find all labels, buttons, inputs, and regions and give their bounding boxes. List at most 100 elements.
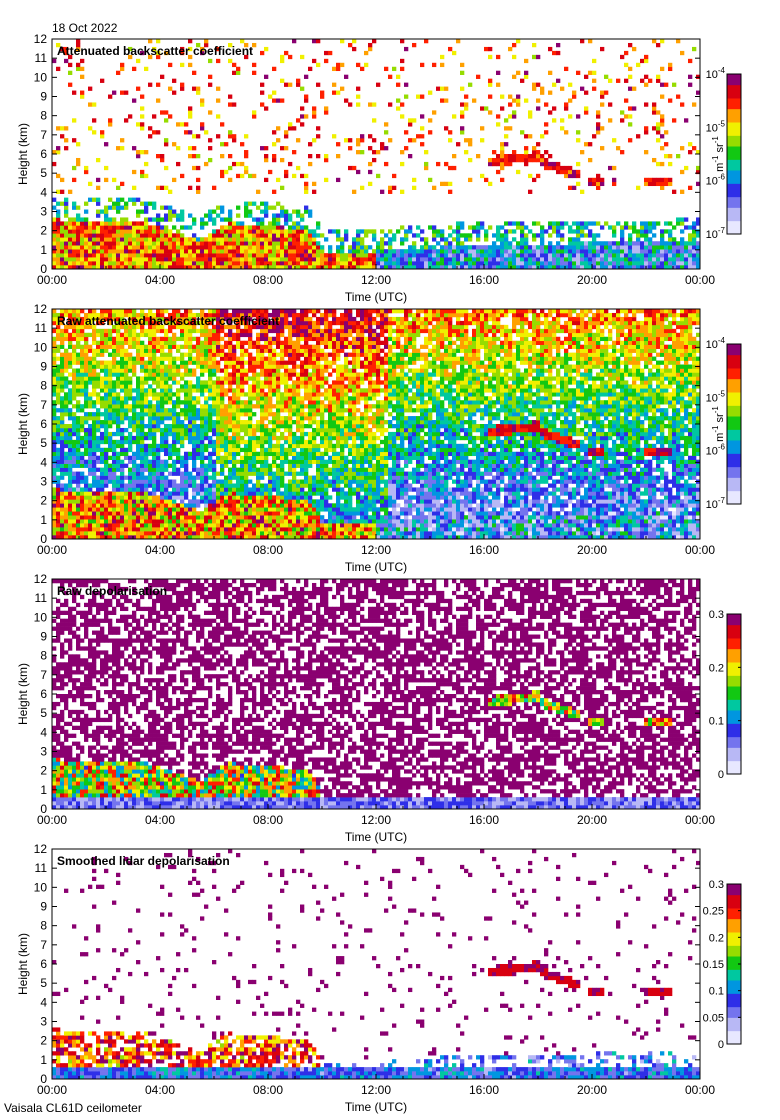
y-tick-label: 9 xyxy=(40,900,47,914)
colorbar-tick-label: 0.05 xyxy=(703,1012,724,1024)
y-tick-label: 5 xyxy=(40,166,47,180)
x-tick-label: 08:00 xyxy=(253,273,283,287)
heatmap-2 xyxy=(52,309,700,539)
colorbar-tick-label: 10-7 xyxy=(706,226,726,241)
x-tick-label: 04:00 xyxy=(145,273,175,287)
y-tick-label: 2 xyxy=(40,224,47,238)
y-tick-label: 2 xyxy=(40,764,47,778)
heatmap-3 xyxy=(52,579,700,809)
x-tick-label: 00:00 xyxy=(685,273,715,287)
y-axis-label: Height (km) xyxy=(16,933,30,995)
x-tick-label: 12:00 xyxy=(361,1083,391,1097)
x-tick-label: 08:00 xyxy=(253,813,283,827)
date-label: 18 Oct 2022 xyxy=(52,21,118,35)
y-tick-label: 11 xyxy=(35,861,48,875)
y-axis-label: Height (km) xyxy=(16,393,30,455)
colorbar-tick-label: 0 xyxy=(718,1039,724,1051)
heatmap-4 xyxy=(52,849,700,1079)
x-tick-label: 20:00 xyxy=(577,813,607,827)
heatmap-1 xyxy=(52,39,700,269)
y-tick-label: 12 xyxy=(34,302,48,316)
y-tick-label: 6 xyxy=(40,687,47,701)
x-tick-label: 00:00 xyxy=(685,543,715,557)
panel-title-4: Smoothed lidar depolarisation xyxy=(57,854,230,868)
x-tick-label: 00:00 xyxy=(37,273,67,287)
y-tick-label: 8 xyxy=(40,379,47,393)
colorbar-unit: m-1 sr-1 xyxy=(711,136,726,172)
y-tick-label: 6 xyxy=(40,957,47,971)
y-tick-label: 8 xyxy=(40,649,47,663)
colorbar-tick-label: 0.25 xyxy=(703,906,724,918)
y-tick-label: 4 xyxy=(40,455,47,469)
y-tick-label: 6 xyxy=(40,417,47,431)
colorbar-1 xyxy=(727,74,741,235)
colorbar-3 xyxy=(727,614,741,775)
panel-title-1: Attenuated backscatter coefficient xyxy=(57,44,253,58)
x-tick-label: 20:00 xyxy=(577,543,607,557)
x-tick-label: 16:00 xyxy=(469,273,499,287)
x-tick-label: 12:00 xyxy=(361,813,391,827)
y-tick-label: 10 xyxy=(34,880,48,894)
y-axis-label: Height (km) xyxy=(16,663,30,725)
y-tick-label: 4 xyxy=(40,995,47,1009)
colorbar-tick-label: 10-5 xyxy=(706,389,726,404)
y-tick-label: 11 xyxy=(35,591,48,605)
x-axis-label: Time (UTC) xyxy=(345,560,407,574)
y-tick-label: 6 xyxy=(40,147,47,161)
y-tick-label: 0 xyxy=(40,802,47,816)
x-tick-label: 20:00 xyxy=(577,273,607,287)
y-tick-label: 0 xyxy=(40,532,47,546)
x-tick-label: 00:00 xyxy=(37,543,67,557)
panel-title-3: Raw depolarisation xyxy=(57,584,167,598)
x-tick-label: 08:00 xyxy=(253,1083,283,1097)
y-tick-label: 4 xyxy=(40,185,47,199)
y-tick-label: 7 xyxy=(40,128,47,142)
colorbar-tick-label: 0 xyxy=(718,769,724,781)
y-axis-label: Height (km) xyxy=(16,123,30,185)
y-tick-label: 4 xyxy=(40,725,47,739)
colorbar-tick-label: 0.1 xyxy=(709,986,724,998)
x-axis-label: Time (UTC) xyxy=(345,1100,407,1114)
y-tick-label: 2 xyxy=(40,494,47,508)
y-tick-label: 7 xyxy=(40,398,47,412)
instrument-label: Vaisala CL61D ceilometer xyxy=(4,1101,142,1115)
y-tick-label: 7 xyxy=(40,668,47,682)
x-tick-label: 16:00 xyxy=(469,813,499,827)
y-tick-label: 5 xyxy=(40,706,47,720)
y-tick-label: 3 xyxy=(40,205,47,219)
colorbar-tick-label: 0.3 xyxy=(709,609,724,621)
y-tick-label: 5 xyxy=(40,436,47,450)
y-tick-label: 1 xyxy=(40,243,47,257)
y-tick-label: 5 xyxy=(40,976,47,990)
x-tick-label: 16:00 xyxy=(469,1083,499,1097)
colorbar-2 xyxy=(727,344,741,505)
y-tick-label: 7 xyxy=(40,938,47,952)
x-tick-label: 04:00 xyxy=(145,813,175,827)
y-tick-label: 1 xyxy=(40,1053,47,1067)
x-tick-label: 00:00 xyxy=(37,813,67,827)
y-tick-label: 1 xyxy=(40,513,47,527)
y-tick-label: 9 xyxy=(40,360,47,374)
y-tick-label: 10 xyxy=(34,610,48,624)
x-tick-label: 08:00 xyxy=(253,543,283,557)
x-tick-label: 20:00 xyxy=(577,1083,607,1097)
colorbar-tick-label: 0.15 xyxy=(703,959,724,971)
panel-title-2: Raw attenuated backscatter coefficient xyxy=(57,314,279,328)
y-tick-label: 3 xyxy=(40,475,47,489)
colorbar-tick-label: 10-4 xyxy=(706,336,726,351)
y-tick-label: 3 xyxy=(40,1015,47,1029)
y-tick-label: 1 xyxy=(40,783,47,797)
y-tick-label: 10 xyxy=(34,340,48,354)
y-tick-label: 10 xyxy=(34,70,48,84)
y-tick-label: 0 xyxy=(40,262,47,276)
colorbar-tick-label: 0.3 xyxy=(709,879,724,891)
y-tick-label: 12 xyxy=(34,572,48,586)
y-tick-label: 11 xyxy=(35,321,48,335)
y-tick-label: 12 xyxy=(34,842,48,856)
colorbar-tick-label: 0.1 xyxy=(709,716,724,728)
y-tick-label: 8 xyxy=(40,919,47,933)
colorbar-tick-label: 10-6 xyxy=(706,443,726,458)
colorbar-tick-label: 10-4 xyxy=(706,66,726,81)
colorbar-unit: m-1 sr-1 xyxy=(711,406,726,442)
